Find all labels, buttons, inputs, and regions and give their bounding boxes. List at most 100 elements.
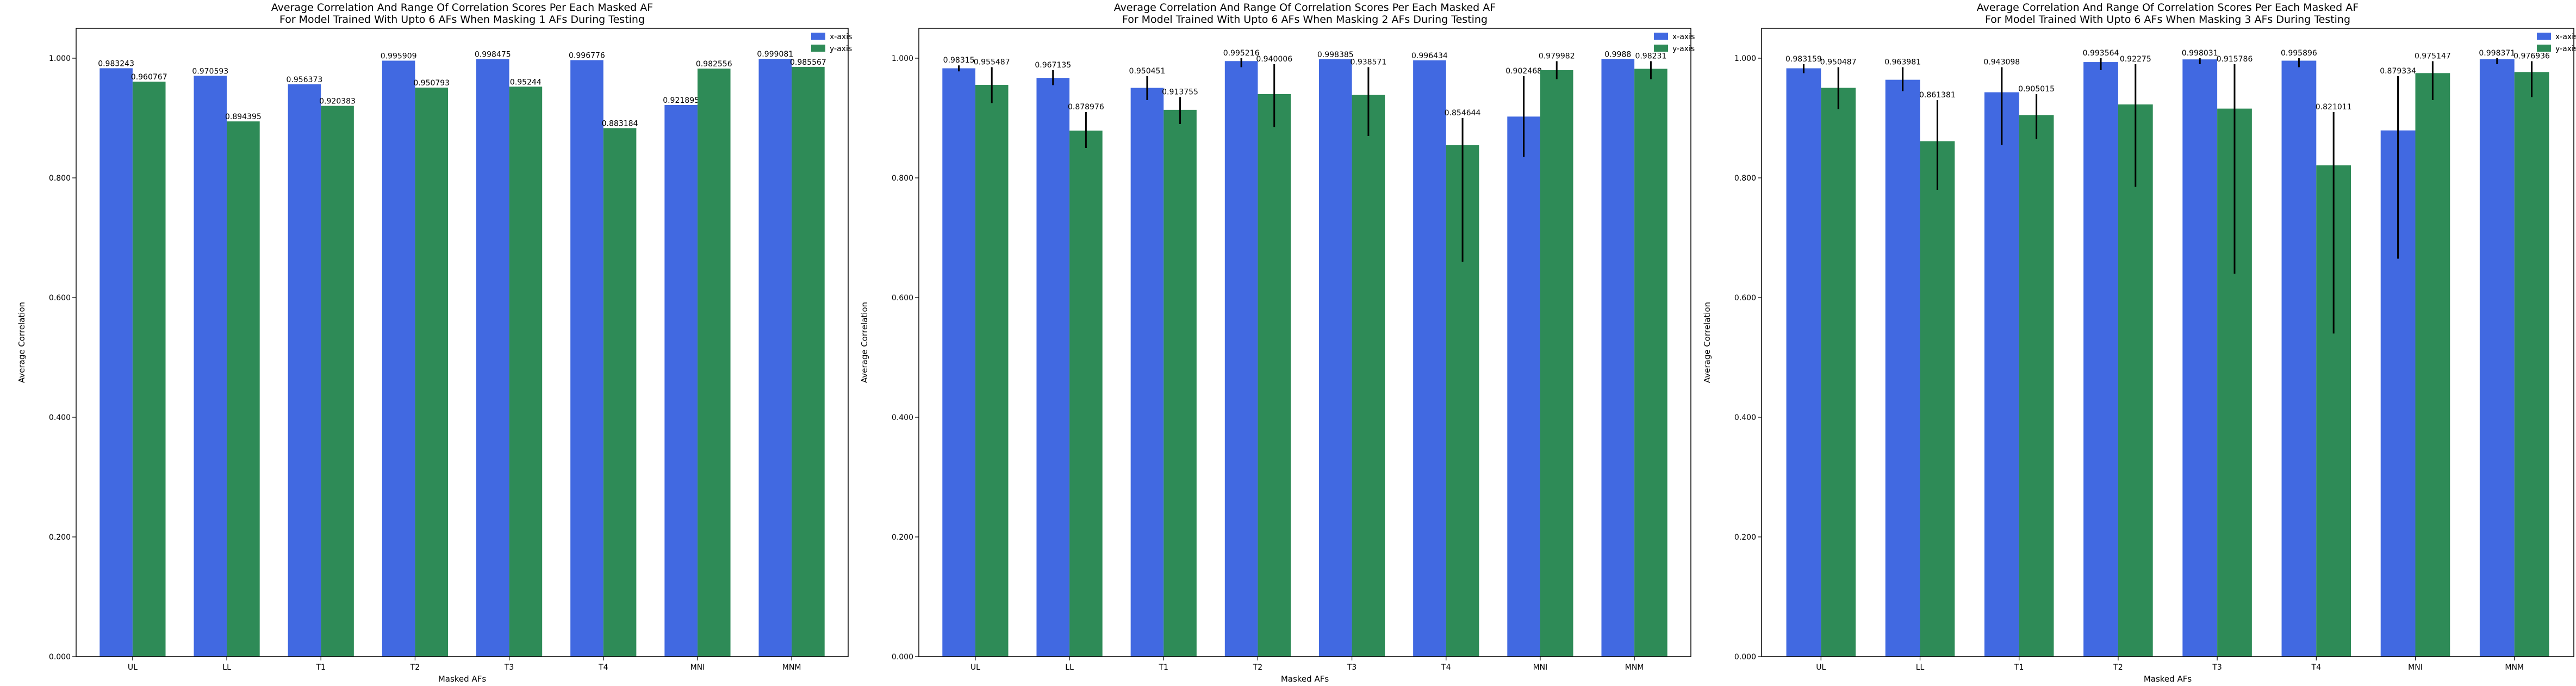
x-tick-label: T1 bbox=[2014, 663, 2024, 672]
bar-value-label: 0.998475 bbox=[475, 51, 511, 59]
plot-frame bbox=[918, 28, 1691, 657]
bar-y-axis-T2 bbox=[2118, 104, 2153, 657]
legend-label: y-axis bbox=[1672, 45, 1695, 53]
chart-subtitle: For Model Trained With Upto 6 AFs When M… bbox=[1985, 14, 2350, 26]
y-tick-label: 1.000 bbox=[892, 54, 913, 63]
chart-subtitle: For Model Trained With Upto 6 AFs When M… bbox=[1122, 14, 1488, 26]
x-tick-label: T4 bbox=[598, 663, 608, 672]
y-tick-label: 0.000 bbox=[49, 653, 71, 662]
bar-value-label: 0.995896 bbox=[2281, 49, 2317, 58]
x-tick-label: MNI bbox=[2408, 663, 2423, 672]
bar-x-axis-LL bbox=[194, 76, 227, 657]
y-tick-label: 1.000 bbox=[1734, 54, 1756, 63]
y-tick-label: 0.200 bbox=[49, 533, 71, 542]
legend-swatch-y-axis bbox=[2537, 45, 2551, 52]
bar-y-axis-T1 bbox=[321, 106, 354, 657]
y-tick-label: 0.800 bbox=[49, 174, 71, 183]
bar-y-axis-UL bbox=[975, 84, 1009, 657]
legend-swatch-x-axis bbox=[1654, 33, 1668, 40]
bar-y-axis-MNI bbox=[1540, 70, 1573, 657]
x-tick-label: LL bbox=[1916, 663, 1925, 672]
bar-value-label: 0.983243 bbox=[98, 59, 134, 68]
x-tick-label: T3 bbox=[2212, 663, 2222, 672]
y-tick-label: 0.600 bbox=[1734, 294, 1756, 302]
bar-value-label: 0.983159 bbox=[1785, 55, 1822, 64]
bar-x-axis-MNI bbox=[664, 104, 698, 657]
x-tick-label: T4 bbox=[1441, 663, 1451, 672]
chart-title: Average Correlation And Range Of Correla… bbox=[1114, 2, 1496, 14]
bar-y-axis-T1 bbox=[1163, 109, 1197, 657]
bar-y-axis-MNI bbox=[2415, 73, 2450, 657]
bar-y-axis-MNM bbox=[792, 66, 825, 657]
x-tick-label: T2 bbox=[1253, 663, 1262, 672]
x-tick-label: UL bbox=[1816, 663, 1826, 672]
bar-y-axis-LL bbox=[1069, 131, 1103, 657]
bar-value-label: 0.955487 bbox=[974, 58, 1010, 67]
x-tick-label: UL bbox=[970, 663, 980, 672]
legend-label: x-axis bbox=[2555, 33, 2576, 41]
x-tick-label: MNM bbox=[1625, 663, 1644, 672]
bar-value-label: 0.921895 bbox=[663, 96, 699, 105]
bar-value-label: 0.920383 bbox=[319, 97, 356, 106]
bar-value-label: 0.950451 bbox=[1129, 67, 1166, 76]
legend-label: y-axis bbox=[2555, 45, 2576, 53]
x-tick-label: T2 bbox=[410, 663, 420, 672]
chart-title: Average Correlation And Range Of Correla… bbox=[271, 2, 653, 14]
bar-value-label: 0.993564 bbox=[2083, 49, 2119, 58]
bar-value-label: 0.999081 bbox=[757, 50, 793, 59]
bar-y-axis-UL bbox=[132, 82, 166, 657]
x-tick-label: T3 bbox=[504, 663, 514, 672]
y-axis-label: Average Correlation bbox=[17, 302, 27, 383]
bar-value-label: 0.998371 bbox=[2479, 49, 2515, 58]
bar-x-axis-T3 bbox=[1318, 59, 1352, 657]
y-tick-label: 0.400 bbox=[892, 413, 913, 422]
bar-value-label: 0.854644 bbox=[1445, 109, 1481, 118]
y-tick-label: 0.600 bbox=[49, 294, 71, 302]
bar-value-label: 0.996776 bbox=[569, 52, 605, 60]
legend-swatch-y-axis bbox=[1654, 45, 1668, 52]
bar-value-label: 0.883184 bbox=[602, 119, 638, 128]
bar-x-axis-T2 bbox=[382, 60, 415, 657]
bar-value-label: 0.915786 bbox=[2217, 55, 2253, 64]
bar-value-label: 0.861381 bbox=[1919, 91, 1956, 100]
bar-value-label: 0.998385 bbox=[1317, 51, 1354, 59]
bar-value-label: 0.98231 bbox=[1635, 52, 1666, 61]
x-tick-label: T3 bbox=[1347, 663, 1357, 672]
bar-y-axis-T3 bbox=[509, 86, 543, 657]
x-tick-label: T1 bbox=[316, 663, 326, 672]
x-axis-label: Masked AFs bbox=[1281, 674, 1329, 684]
bar-y-axis-T3 bbox=[1352, 95, 1385, 657]
bar-value-label: 0.963981 bbox=[1884, 58, 1921, 67]
bar-x-axis-T4 bbox=[2281, 60, 2317, 657]
bar-value-label: 0.982556 bbox=[696, 60, 732, 69]
chart-title: Average Correlation And Range Of Correla… bbox=[1977, 2, 2359, 14]
bar-y-axis-T1 bbox=[2019, 115, 2054, 657]
bar-value-label: 0.92275 bbox=[2120, 55, 2151, 64]
bar-value-label: 0.894395 bbox=[225, 113, 262, 121]
bar-value-label: 0.985567 bbox=[790, 58, 826, 67]
x-tick-label: T1 bbox=[1159, 663, 1168, 672]
bar-value-label: 0.9988 bbox=[1604, 50, 1631, 59]
bar-value-label: 0.976936 bbox=[2513, 52, 2550, 61]
y-tick-label: 0.800 bbox=[1734, 174, 1756, 183]
bar-y-axis-MNI bbox=[697, 69, 731, 657]
bar-x-axis-MNM bbox=[1601, 59, 1635, 657]
bar-value-label: 0.943098 bbox=[1983, 58, 2020, 67]
x-tick-label: MNM bbox=[2505, 663, 2524, 672]
bar-value-label: 0.938571 bbox=[1350, 58, 1386, 67]
x-axis-label: Masked AFs bbox=[438, 674, 487, 684]
bar-value-label: 0.95244 bbox=[510, 78, 542, 86]
x-tick-label: T4 bbox=[2311, 663, 2322, 672]
bar-x-axis-T2 bbox=[1224, 61, 1258, 657]
x-tick-label: LL bbox=[1065, 663, 1074, 672]
bar-x-axis-MNM bbox=[758, 59, 792, 657]
bar-x-axis-T1 bbox=[288, 84, 321, 657]
bar-y-axis-T2 bbox=[1258, 94, 1291, 657]
bar-value-label: 0.905015 bbox=[2018, 85, 2055, 94]
bar-value-label: 0.979982 bbox=[1539, 52, 1575, 61]
bar-y-axis-T2 bbox=[415, 88, 449, 657]
bar-value-label: 0.950487 bbox=[1820, 58, 1857, 67]
y-axis-label: Average Correlation bbox=[860, 302, 869, 383]
bar-value-label: 0.967135 bbox=[1035, 61, 1071, 70]
bar-value-label: 0.956373 bbox=[287, 76, 323, 84]
